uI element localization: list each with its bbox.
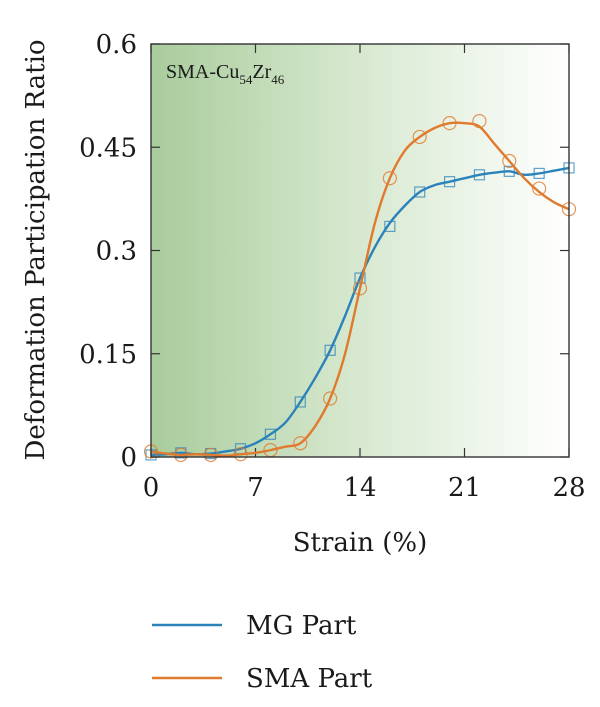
marker-sma-part — [233, 447, 248, 462]
tick-labels: 0 7 14 21 28 0 0.15 0.3 0.45 0.6 — [79, 30, 585, 503]
legend-label-sma: SMA Part — [246, 664, 373, 694]
annotation-prefix: SMA-Cu — [166, 61, 239, 83]
marker-mg-part — [384, 220, 396, 233]
marker-sma-part — [323, 391, 338, 406]
annotation-mid: Zr — [252, 61, 271, 83]
series-layer — [143, 113, 577, 463]
series-line-mg-part — [150, 166, 570, 457]
y-tick-label: 0 — [120, 443, 137, 473]
marker-mg-part — [294, 396, 306, 408]
plot-frame — [150, 43, 570, 458]
marker-sma-part — [382, 171, 397, 186]
marker-sma-part — [442, 116, 457, 131]
y-tick-label: 0.6 — [96, 30, 137, 60]
legend: MG Part SMA Part — [152, 611, 373, 694]
marker-sma-part — [412, 129, 427, 145]
x-tick-label: 7 — [247, 473, 264, 503]
x-tick-label: 21 — [448, 473, 481, 503]
series-line-sma-part — [150, 121, 570, 457]
marker-sma-part — [532, 181, 547, 196]
x-tick-label: 28 — [552, 473, 585, 503]
marker-mg-part — [473, 169, 486, 181]
marker-sma-part — [203, 447, 218, 463]
marker-sma-part — [352, 281, 368, 296]
marker-mg-part — [443, 176, 456, 188]
x-tick-label: 0 — [143, 473, 160, 503]
marker-sma-part — [293, 436, 308, 451]
marker-mg-part — [324, 344, 336, 356]
annotation-sub-cu: 54 — [239, 72, 253, 87]
marker-mg-part — [414, 186, 426, 198]
marker-mg-part — [533, 167, 545, 180]
y-tick-label: 0.45 — [79, 133, 137, 163]
y-axis-title: Deformation Participation Ratio — [21, 39, 51, 460]
marker-mg-part — [503, 165, 515, 177]
legend-label-mg: MG Part — [246, 611, 357, 641]
plot-area-background — [151, 44, 569, 457]
marker-sma-part — [173, 447, 188, 463]
annotation-sub-zr: 46 — [271, 72, 285, 87]
marker-mg-part — [264, 428, 277, 440]
marker-sma-part — [502, 153, 517, 169]
y-tick-label: 0.15 — [79, 340, 137, 370]
x-tick-label: 14 — [343, 473, 376, 503]
alloy-annotation: SMA-Cu54Zr46 — [166, 61, 285, 87]
marker-sma-part — [472, 113, 487, 129]
y-tick-label: 0.3 — [96, 237, 137, 267]
x-axis-title: Strain (%) — [293, 528, 428, 558]
